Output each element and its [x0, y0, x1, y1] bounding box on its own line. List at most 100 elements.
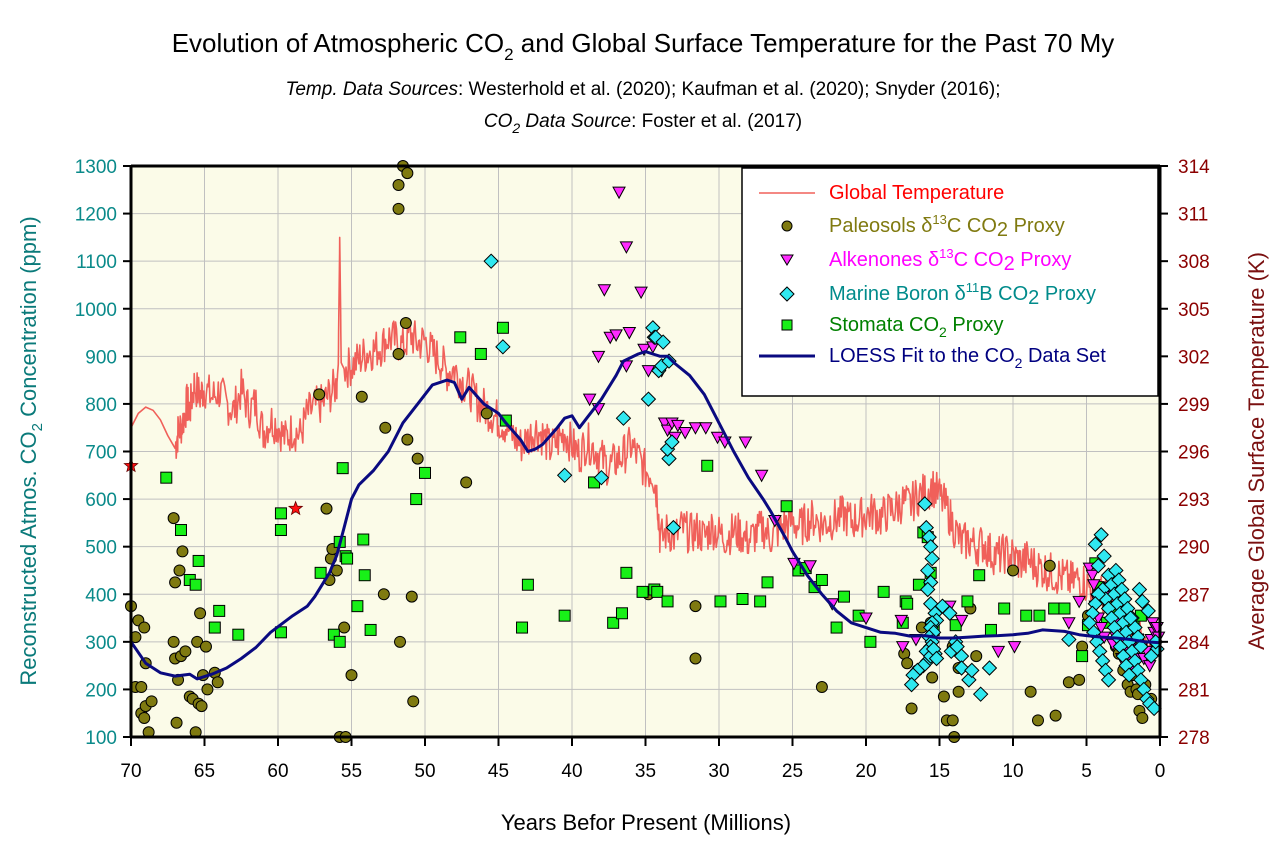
paleosols-point: [411, 452, 424, 465]
x-tick-label: 35: [635, 761, 656, 782]
y-left-tick-label: 1100: [76, 252, 117, 273]
paleosols-point: [195, 700, 208, 713]
stomata-point: [357, 533, 370, 546]
paleosols-point: [1007, 564, 1019, 577]
y-right-tick-label: 308: [1178, 252, 1210, 273]
legend-swatch-triangle: [780, 254, 794, 266]
paleosols-point: [689, 600, 702, 613]
y-left-tick-label: 400: [85, 585, 117, 606]
boron-point: [924, 550, 940, 567]
y-right-tick-label: 302: [1178, 347, 1210, 368]
x-tick-label: 60: [267, 761, 288, 782]
stomata-point: [192, 554, 205, 567]
stomata-point: [174, 524, 187, 537]
stomata-point: [1058, 602, 1071, 615]
boron-point: [972, 686, 989, 702]
stomata-point: [232, 628, 245, 641]
alkenones-point: [1007, 641, 1022, 654]
stomata-point: [912, 578, 925, 591]
axes: [123, 164, 1168, 746]
boron-point: [1061, 631, 1077, 648]
paleosols-point: [138, 621, 151, 634]
boron-point: [1143, 648, 1159, 664]
temperature-line: [130, 236, 1161, 657]
stomata-point: [274, 626, 287, 639]
stomata-point: [454, 331, 467, 344]
legend-label: Global Temperature: [829, 182, 1004, 204]
y-left-tick-label: 800: [85, 395, 117, 416]
boron-point: [964, 662, 980, 679]
paleosols-point: [338, 621, 351, 634]
stomata-point: [661, 595, 674, 608]
stomata-point: [314, 566, 327, 579]
legend-swatch-square: [781, 319, 793, 331]
alkenones-point: [803, 560, 817, 573]
chart-subtitle-line2: CO2 Data Source: Foster et al. (2017): [484, 111, 802, 136]
paleosols-point: [377, 588, 390, 601]
legend-item-loess: LOESS Fit to the CO2 Data Set: [759, 345, 1106, 371]
stomata-point: [336, 462, 349, 475]
stomata-point: [1048, 602, 1061, 615]
paleosols-point: [179, 645, 192, 658]
x-tick-label: 10: [1002, 761, 1023, 782]
y-left-tick-label: 100: [85, 728, 117, 749]
boron-point: [483, 253, 499, 269]
y-left-tick-label: 300: [85, 633, 117, 654]
alkenones-point: [954, 614, 969, 628]
paleosols-point: [970, 650, 983, 663]
boron-point: [920, 581, 936, 598]
temperature-series: [130, 236, 1161, 657]
boron-point: [640, 391, 657, 407]
y-right-tick-label: 314: [1178, 157, 1210, 178]
alkenones-point: [582, 393, 597, 407]
stomata-point: [351, 600, 364, 613]
paleosols-point: [392, 347, 405, 360]
stomata-point: [333, 635, 346, 648]
x-tick-label: 15: [929, 761, 950, 782]
stomata-point: [189, 578, 202, 591]
paleosols-point: [167, 512, 180, 525]
stomata-point: [761, 576, 774, 589]
paleosols-point: [405, 590, 418, 603]
stomata-point: [837, 590, 850, 603]
boron-point: [664, 434, 680, 450]
stomata-point: [496, 321, 509, 334]
y-left-tick-label: 1000: [75, 300, 117, 321]
paleosols-point: [1136, 711, 1149, 724]
loess-series: [129, 350, 1161, 681]
stomata-point: [558, 609, 571, 622]
paleosols-point: [379, 421, 392, 434]
paleosols-point: [1062, 676, 1075, 689]
alkenones-point: [754, 469, 769, 483]
alkenones-point: [1085, 569, 1100, 583]
alkenones-point: [660, 424, 675, 438]
alkenones-point: [688, 422, 703, 435]
boron-point: [1100, 672, 1117, 688]
paleosols-point: [201, 683, 214, 696]
paleosols-point: [345, 669, 358, 682]
stomata-point: [474, 347, 487, 360]
stomata-point: [754, 595, 767, 608]
alkenones-point: [894, 614, 909, 628]
chart-title: Evolution of Atmospheric CO2 and Global …: [172, 28, 1115, 64]
paleosols-point: [1024, 685, 1037, 698]
paleosols-point: [952, 685, 965, 698]
y-right-tick-label: 290: [1178, 538, 1210, 559]
paleosols-point: [480, 407, 493, 420]
stomata-point: [521, 578, 534, 591]
alkenones-point: [591, 350, 606, 364]
x-axis-label: Years Befor Present (Millions): [501, 810, 791, 835]
legend-item-temperature: Global Temperature: [759, 182, 1004, 204]
paleosols-point: [815, 681, 828, 694]
boron-point: [920, 562, 936, 579]
paleosols-point: [401, 433, 414, 446]
boron-point: [953, 660, 970, 676]
y-left-tick-label: 600: [85, 490, 117, 511]
stomata-point: [1076, 650, 1089, 663]
alkenones-point: [619, 241, 634, 254]
paleosols-point: [173, 564, 186, 577]
alkenones-point: [641, 365, 656, 378]
boron-point: [665, 519, 682, 536]
stomata-point: [736, 593, 749, 606]
x-tick-label: 70: [120, 761, 141, 782]
